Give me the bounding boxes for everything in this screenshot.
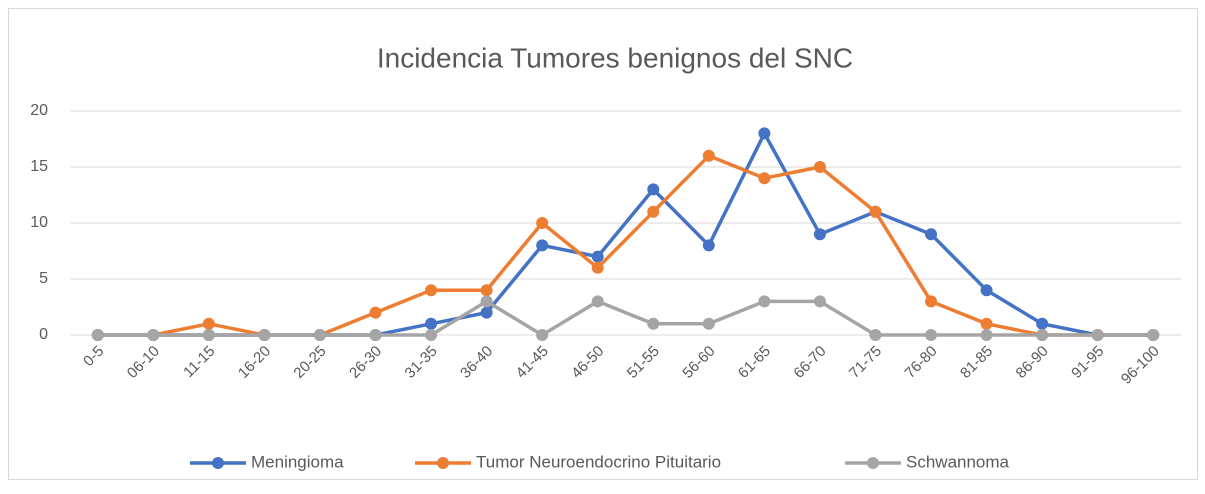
chart-border	[8, 8, 1198, 480]
y-tick-label: 0	[39, 326, 48, 343]
y-tick-label: 5	[39, 270, 48, 287]
data-point	[869, 329, 882, 341]
data-point	[1036, 329, 1049, 341]
y-tick-label: 10	[30, 214, 48, 231]
data-point	[702, 317, 715, 330]
series-line	[97, 299, 1154, 337]
data-point	[369, 329, 382, 341]
data-point	[536, 217, 549, 229]
data-point	[702, 149, 715, 162]
data-point	[702, 239, 715, 252]
data-point	[202, 329, 215, 341]
data-point	[925, 329, 938, 341]
data-point	[647, 183, 660, 196]
data-point	[480, 284, 493, 297]
data-point	[480, 306, 493, 319]
data-point	[202, 317, 215, 330]
data-point	[480, 295, 493, 308]
data-point	[536, 329, 549, 341]
data-point	[647, 317, 660, 330]
data-point	[980, 329, 993, 341]
data-point	[813, 295, 826, 308]
legend-label: Schwannoma	[906, 452, 1010, 471]
data-point	[1091, 329, 1104, 341]
legend-marker	[867, 457, 879, 469]
data-point	[813, 161, 826, 173]
data-point	[925, 228, 938, 241]
data-point	[813, 228, 826, 241]
y-tick-label: 20	[30, 102, 48, 119]
data-point	[369, 306, 382, 319]
data-point	[980, 317, 993, 330]
chart-title: Incidencia Tumores benignos del SNC	[377, 42, 853, 73]
data-point	[591, 261, 604, 274]
data-point	[1147, 329, 1160, 341]
data-point	[758, 295, 771, 308]
data-point	[425, 329, 438, 341]
y-tick-label: 15	[30, 158, 48, 175]
data-point	[258, 329, 271, 341]
data-point	[980, 284, 993, 297]
data-point	[1036, 317, 1049, 330]
data-point	[313, 329, 326, 341]
legend-marker	[437, 457, 449, 469]
data-point	[869, 205, 882, 218]
data-point	[425, 284, 438, 297]
data-point	[591, 295, 604, 308]
data-point	[647, 205, 660, 218]
data-point	[591, 250, 604, 263]
data-point	[758, 127, 771, 140]
data-point	[425, 317, 438, 330]
legend-label: Tumor Neuroendocrino Pituitario	[476, 452, 721, 471]
legend-label: Meningioma	[251, 452, 344, 471]
data-point	[147, 329, 160, 341]
data-point	[758, 172, 771, 185]
data-point	[536, 239, 549, 252]
legend-marker	[212, 457, 224, 469]
data-point	[91, 329, 104, 341]
data-point	[925, 295, 938, 308]
